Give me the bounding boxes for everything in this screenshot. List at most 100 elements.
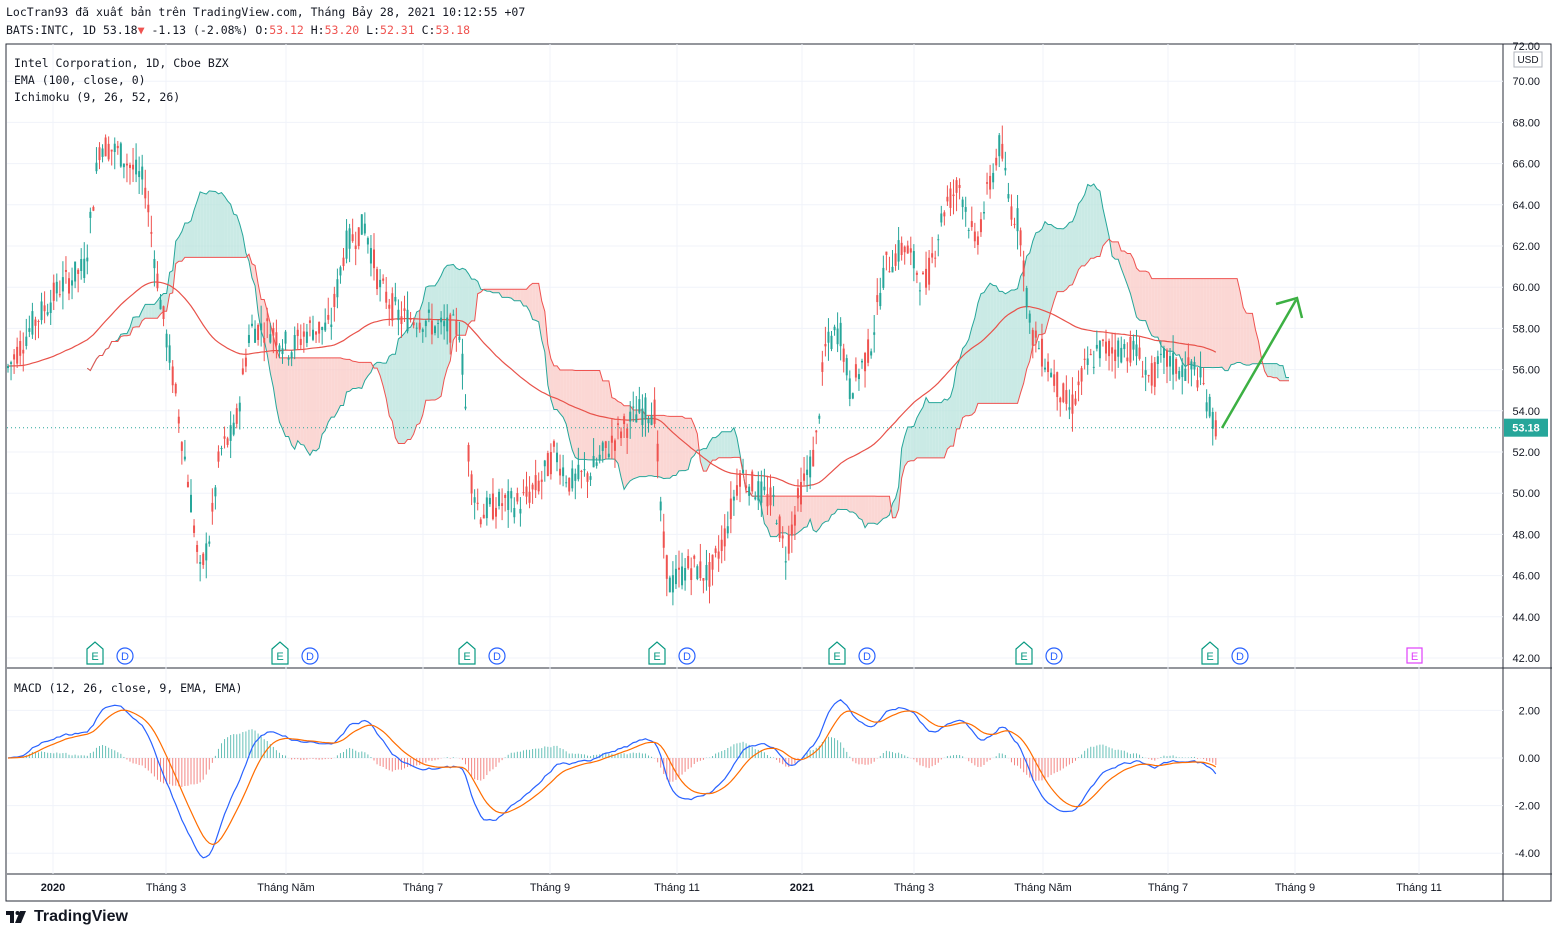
cloud-segment: [712, 437, 716, 461]
cloud-segment: [218, 192, 222, 258]
candle-body: [1071, 394, 1074, 414]
cloud-segment: [1102, 208, 1106, 246]
cloud-segment: [425, 286, 429, 401]
candle-body: [687, 555, 690, 569]
cloud-segment: [151, 304, 155, 319]
candle-body: [1016, 208, 1019, 232]
candle-body: [1050, 372, 1053, 378]
chart-frame: [5, 43, 1552, 902]
legend-macd[interactable]: MACD (12, 26, close, 9, EMA, EMA): [14, 681, 243, 695]
cloud-segment: [221, 192, 225, 258]
candle-body: [1111, 347, 1114, 354]
candle-body: [1101, 339, 1104, 341]
time-tick-label: Tháng Năm: [257, 882, 314, 894]
legend-title[interactable]: Intel Corporation, 1D, Cboe BZX: [14, 56, 229, 70]
cloud-segment: [1142, 271, 1146, 321]
cloud-segment: [1087, 184, 1091, 263]
earnings-icon: [828, 641, 846, 665]
cloud-segment: [511, 289, 515, 301]
candle-body: [546, 453, 549, 477]
earnings-label: E: [276, 651, 283, 663]
earnings-label: E: [1206, 651, 1213, 663]
cloud-segment: [178, 231, 182, 262]
candle-body: [1178, 370, 1181, 379]
candle-body: [809, 456, 812, 478]
candle-body: [1077, 381, 1080, 386]
candle-body: [1089, 353, 1092, 356]
macd-histogram: [10, 729, 1217, 787]
candle-body: [357, 227, 360, 247]
candle-body: [717, 551, 720, 559]
candle-body: [13, 354, 16, 360]
time-tick-label: Tháng 3: [894, 882, 934, 894]
cloud-segment: [401, 333, 405, 444]
candle-body: [595, 462, 598, 466]
candle-body: [138, 171, 141, 178]
candle-body: [973, 231, 976, 242]
candle-body: [629, 411, 632, 422]
cloud-segment: [724, 431, 728, 458]
candle-body: [1205, 402, 1208, 412]
candle-body: [1129, 336, 1132, 363]
tradingview-logo-icon: [6, 911, 26, 923]
candle-body: [1019, 230, 1022, 246]
cloud-segment: [471, 279, 475, 321]
cloud-segment: [1069, 221, 1073, 286]
candle-body: [1187, 357, 1190, 366]
candle-body: [812, 449, 815, 467]
candle-body: [284, 331, 287, 344]
cloud-segment: [319, 357, 323, 449]
candle-body: [476, 502, 479, 504]
cloud-segment: [130, 317, 134, 336]
candle-body: [815, 430, 818, 433]
ichimoku-cloud: [87, 183, 1289, 537]
candle-body: [345, 230, 348, 259]
candle-body: [324, 322, 327, 331]
candle-body: [525, 486, 528, 497]
candle-body: [949, 188, 952, 208]
cloud-segment: [618, 401, 622, 478]
tradingview-logo[interactable]: TradingView: [6, 908, 128, 926]
candle-body: [1056, 372, 1059, 398]
legend-ichimoku[interactable]: Ichimoku (9, 26, 52, 26): [14, 90, 181, 104]
candle-body: [43, 305, 46, 312]
cloud-segment: [801, 496, 805, 531]
currency-label: USD: [1517, 55, 1538, 66]
cloud-segment: [1063, 226, 1067, 292]
candle-body: [638, 399, 641, 413]
price-tick-label: 70.00: [1512, 76, 1540, 88]
candle-body: [915, 272, 918, 275]
candle-body: [1135, 344, 1138, 357]
cloud-segment: [1179, 278, 1183, 363]
legend-ema[interactable]: EMA (100, close, 0): [14, 73, 146, 87]
candle-body: [7, 366, 9, 369]
future-earnings-label: E: [1411, 651, 1418, 663]
cloud-segment: [871, 496, 875, 524]
cloud-segment: [136, 316, 140, 327]
cloud-segment: [306, 357, 310, 456]
cloud-segment: [913, 417, 917, 461]
cloud-segment: [553, 365, 557, 410]
candle-body: [379, 279, 382, 288]
candle-body: [772, 494, 775, 497]
candle-body: [199, 562, 202, 564]
cloud-segment: [1243, 307, 1247, 366]
candle-body: [1080, 368, 1083, 382]
candle-body: [95, 162, 98, 172]
cloud-segment: [984, 287, 988, 404]
cloud-segment: [459, 268, 463, 336]
cloud-segment: [642, 409, 646, 477]
candle-body: [830, 335, 833, 350]
candle-body: [287, 357, 290, 360]
price-tick-label: 50.00: [1512, 488, 1540, 500]
candle-body: [556, 452, 558, 463]
last-price-badge-label: 53.18: [1512, 423, 1540, 435]
dividend-icon: [1045, 647, 1063, 665]
candle-body: [979, 219, 982, 233]
cloud-segment: [322, 357, 326, 435]
candle-body: [351, 234, 354, 242]
cloud-segment: [935, 402, 939, 458]
price-axis: 72.00 USD 70.00 68.00 66.00 64.00 62.00 60.00 58…: [1504, 41, 1548, 860]
cloud-segment: [154, 300, 158, 319]
cloud-segment: [1255, 329, 1259, 364]
